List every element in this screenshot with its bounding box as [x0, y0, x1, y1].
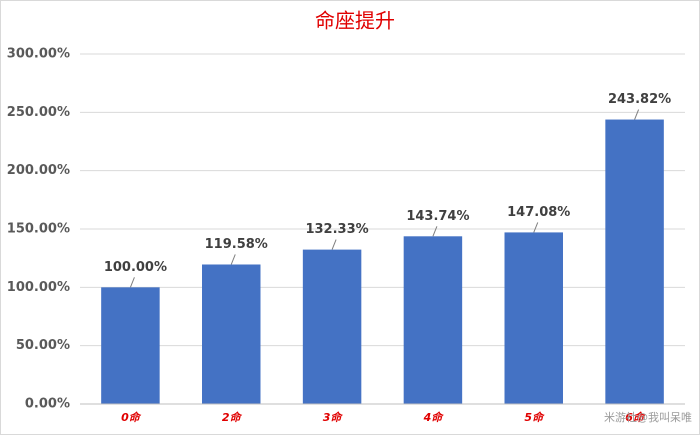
bar — [202, 264, 261, 404]
value-label: 243.82% — [608, 92, 671, 107]
x-tick-label: 4命 — [423, 411, 445, 424]
value-label: 147.08% — [507, 205, 570, 220]
bar — [101, 287, 160, 404]
y-tick-label: 150.00% — [7, 222, 70, 237]
y-tick-label: 250.00% — [7, 105, 70, 120]
chart-title: 命座提升 — [315, 9, 395, 33]
leader-line — [129, 277, 135, 288]
value-label: 119.58% — [205, 237, 268, 252]
y-tick-label: 200.00% — [7, 163, 70, 178]
x-tick-label: 0命 — [121, 411, 142, 424]
bar — [403, 236, 463, 404]
x-tick-label: 3命 — [323, 411, 344, 424]
leader-line — [533, 222, 539, 233]
leader-line — [432, 226, 438, 237]
leader-line — [634, 109, 640, 120]
bar — [605, 119, 664, 404]
leader-line — [331, 239, 337, 250]
value-label: 100.00% — [104, 260, 167, 275]
leader-line — [230, 254, 236, 265]
x-tick-label: 5命 — [524, 411, 545, 424]
x-tick-label: 2命 — [222, 411, 243, 424]
y-tick-label: 300.00% — [7, 47, 70, 62]
value-label: 132.33% — [305, 222, 368, 237]
bar — [504, 232, 563, 404]
watermark: 米游社@我叫呆唯 — [604, 410, 692, 424]
y-tick-label: 100.00% — [7, 280, 70, 295]
bar — [302, 249, 362, 404]
value-label: 143.74% — [406, 209, 469, 224]
y-tick-label: 0.00% — [25, 397, 70, 412]
y-tick-label: 50.00% — [16, 338, 70, 353]
x-tick-label: 6命 — [625, 411, 646, 424]
